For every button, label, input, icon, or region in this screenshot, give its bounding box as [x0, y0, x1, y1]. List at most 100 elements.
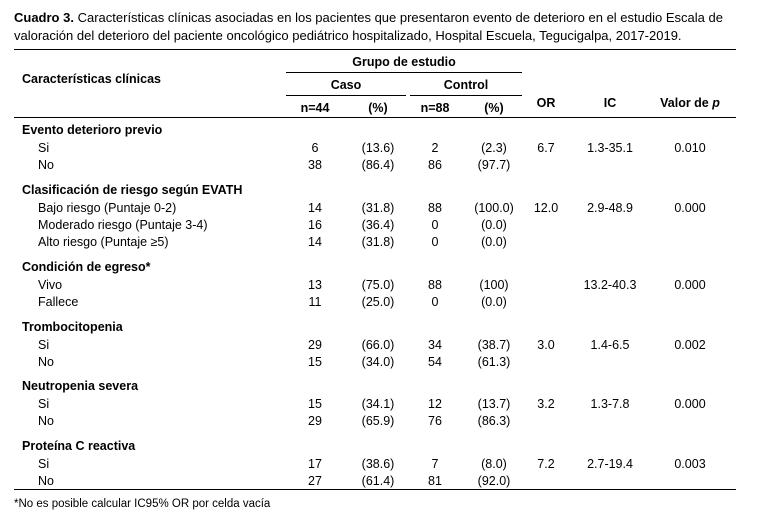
header-p-value: Valor de p	[652, 95, 728, 111]
header-rule	[14, 117, 736, 119]
subgroup-rule-caso	[286, 95, 406, 96]
cell-p-value: 0.010	[674, 141, 706, 155]
cell-control-n: 88	[428, 201, 442, 215]
top-rule	[14, 49, 736, 51]
cell-control-pct: (0.0)	[481, 218, 507, 232]
cell-control-n: 76	[428, 414, 442, 428]
cell-control-pct: (0.0)	[481, 235, 507, 249]
cell-control-n: 54	[428, 355, 442, 369]
cell-control-pct: (86.3)	[477, 414, 511, 428]
cell-caso-pct: (31.8)	[361, 235, 395, 249]
cell-control-n: 7	[431, 457, 439, 471]
subgroup-rule-control	[410, 95, 522, 96]
cell-control-n: 81	[428, 474, 442, 488]
cell-label: No	[38, 474, 54, 488]
cell-control-pct: (2.3)	[481, 141, 507, 155]
cell-ic: 2.7-19.4	[587, 457, 633, 471]
caption-label: Cuadro 3.	[14, 10, 74, 25]
header-or: OR	[536, 96, 556, 110]
section-title: Trombocitopenia	[22, 320, 123, 334]
cell-control-pct: (92.0)	[477, 474, 511, 488]
cell-caso-pct: (61.4)	[361, 474, 395, 488]
header-ic: IC	[603, 96, 617, 110]
cell-caso-pct: (36.4)	[361, 218, 395, 232]
cell-label: Vivo	[38, 278, 63, 292]
cell-control-pct: (61.3)	[477, 355, 511, 369]
cell-caso-n: 27	[308, 474, 322, 488]
section-title: Neutropenia severa	[22, 379, 139, 393]
cell-caso-pct: (31.8)	[361, 201, 395, 215]
cell-p-value: 0.000	[674, 397, 706, 411]
group-rule	[286, 72, 522, 73]
cell-p-value: 0.000	[674, 201, 706, 215]
cell-ic: 1.3-7.8	[590, 397, 630, 411]
cell-label: No	[38, 355, 54, 369]
cell-caso-n: 29	[308, 414, 322, 428]
header-control: Control	[443, 78, 489, 92]
cell-caso-pct: (38.6)	[361, 457, 395, 471]
cell-caso-pct: (34.1)	[361, 397, 395, 411]
cell-control-pct: (38.7)	[477, 338, 511, 352]
cell-caso-pct: (86.4)	[361, 158, 395, 172]
section-title: Clasificación de riesgo según EVATH	[22, 183, 243, 197]
cell-or: 3.0	[537, 338, 555, 352]
cell-ic: 2.9-48.9	[587, 201, 633, 215]
cell-caso-pct: (65.9)	[361, 414, 395, 428]
cell-or: 3.2	[537, 397, 555, 411]
cell-p-value: 0.002	[674, 338, 706, 352]
cell-caso-n: 13	[308, 278, 322, 292]
cell-or: 6.7	[537, 141, 555, 155]
cell-ic: 13.2-40.3	[583, 278, 637, 292]
cell-label: Alto riesgo (Puntaje ≥5)	[38, 235, 169, 249]
cell-control-n: 12	[428, 397, 442, 411]
cell-or: 7.2	[537, 457, 555, 471]
cell-caso-n: 14	[308, 201, 322, 215]
cell-p-value: 0.000	[674, 278, 706, 292]
cell-label: Bajo riesgo (Puntaje 0-2)	[38, 201, 177, 215]
cell-control-pct: (100.0)	[474, 201, 514, 215]
cell-control-n: 86	[428, 158, 442, 172]
cell-control-n: 34	[428, 338, 442, 352]
cell-label: Fallece	[38, 295, 79, 309]
header-p-label: Valor de	[660, 96, 713, 110]
header-group: Grupo de estudio	[352, 55, 456, 69]
header-pct-caso: (%)	[368, 101, 388, 115]
cell-label: Si	[38, 141, 50, 155]
header-pct-control: (%)	[484, 101, 504, 115]
cell-caso-pct: (75.0)	[361, 278, 395, 292]
cell-caso-n: 17	[308, 457, 322, 471]
cell-caso-pct: (13.6)	[361, 141, 395, 155]
cell-ic: 1.3-35.1	[587, 141, 633, 155]
cell-p-value: 0.003	[674, 457, 706, 471]
footnote: *No es posible calcular IC95% OR por cel…	[14, 498, 271, 510]
cell-control-n: 88	[428, 278, 442, 292]
section-title: Condición de egreso*	[22, 260, 151, 274]
section-title: Proteína C reactiva	[22, 439, 136, 453]
cell-caso-n: 15	[308, 355, 322, 369]
cell-or: 12.0	[533, 201, 559, 215]
cell-caso-n: 38	[308, 158, 322, 172]
cell-control-pct: (8.0)	[481, 457, 507, 471]
cell-control-pct: (100)	[479, 278, 509, 292]
cell-label: Si	[38, 457, 50, 471]
cell-label: No	[38, 158, 54, 172]
header-caso: Caso	[330, 78, 362, 92]
cell-ic: 1.4-6.5	[590, 338, 630, 352]
cell-caso-n: 6	[311, 141, 319, 155]
cell-label: No	[38, 414, 54, 428]
cell-control-n: 0	[431, 218, 439, 232]
cell-control-pct: (13.7)	[477, 397, 511, 411]
table-caption: Cuadro 3. Características clínicas asoci…	[14, 9, 754, 45]
header-n-caso: n=44	[300, 101, 330, 115]
cell-caso-n: 11	[308, 295, 322, 309]
cell-caso-n: 16	[308, 218, 322, 232]
cell-label: Si	[38, 338, 50, 352]
header-characteristics: Características clínicas	[22, 72, 161, 86]
cell-caso-n: 14	[308, 235, 322, 249]
header-p-italic: p	[712, 96, 720, 110]
cell-control-pct: (97.7)	[477, 158, 511, 172]
cell-caso-pct: (66.0)	[361, 338, 395, 352]
cell-control-n: 0	[431, 295, 439, 309]
cell-caso-pct: (25.0)	[361, 295, 395, 309]
